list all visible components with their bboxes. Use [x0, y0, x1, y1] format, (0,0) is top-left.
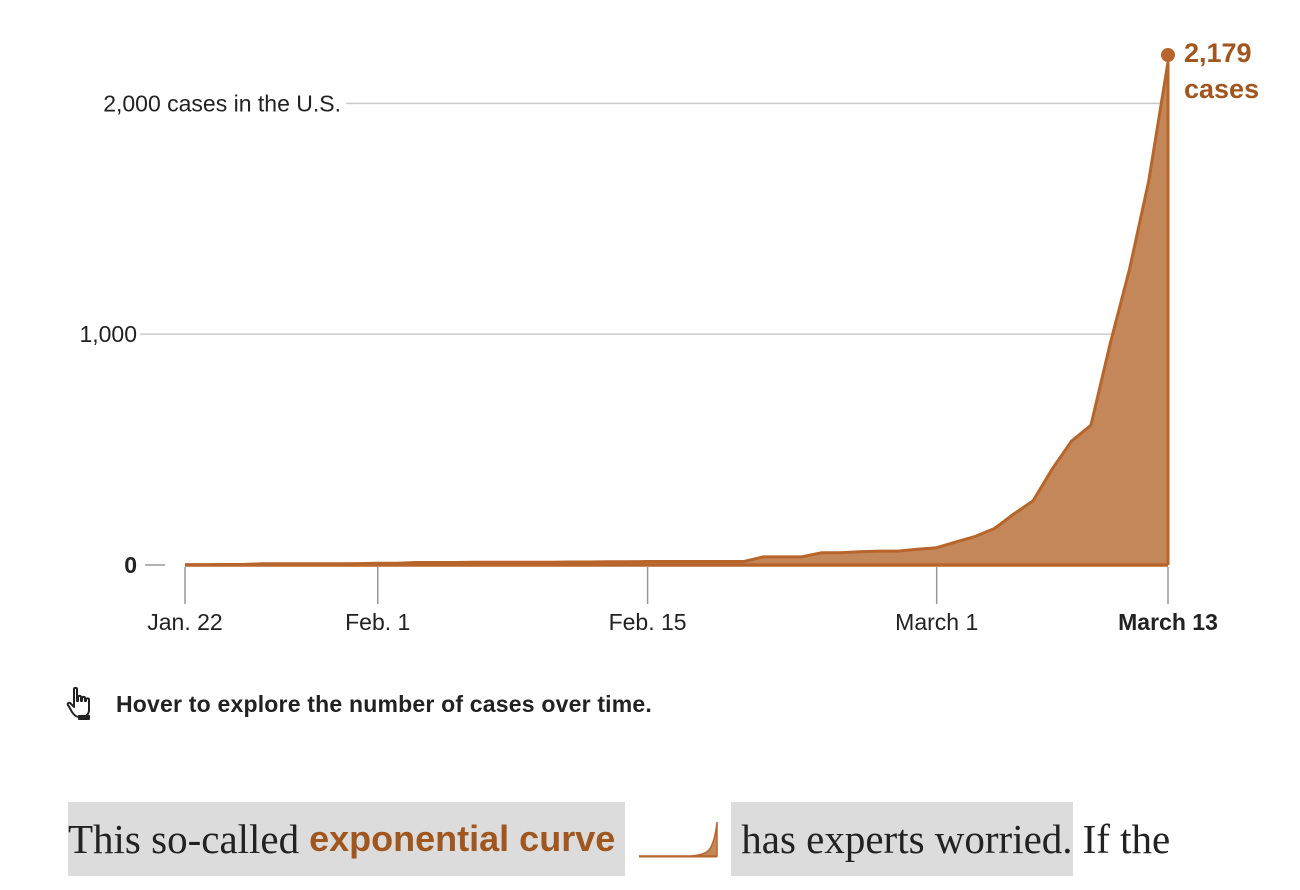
cases-line — [185, 61, 1170, 567]
y-tick-label: 1,000 — [79, 321, 137, 347]
x-axis: Jan. 22 Feb. 1 Feb. 15 March 1 March 13 — [147, 567, 1218, 635]
cases-chart[interactable]: Jan. 22 Feb. 1 Feb. 15 March 1 March 13 0 1,0… — [0, 0, 1300, 660]
end-annotation: 2,179 cases — [1161, 38, 1259, 104]
paragraph-text-after: has experts worried. — [741, 816, 1073, 862]
highlight-span-1: This so-called exponential curve — [68, 802, 626, 876]
x-tick-label: Feb. 1 — [345, 609, 410, 635]
exponential-curve-sparkline-icon — [639, 821, 718, 858]
x-tick-label: March 1 — [895, 609, 978, 635]
cases-area[interactable] — [185, 62, 1168, 565]
y-axis: 0 1,000 2,000 cases in the U.S. — [79, 90, 341, 578]
y-tick-label: 0 — [124, 552, 137, 578]
x-tick-label: March 13 — [1118, 609, 1218, 635]
y-tick-label: 2,000 cases in the U.S. — [103, 90, 341, 116]
end-unit-label: cases — [1184, 74, 1259, 104]
plot-area[interactable] — [185, 61, 1170, 567]
y-label-bg — [64, 89, 346, 118]
end-value-label: 2,179 — [1184, 38, 1252, 68]
end-point-marker — [1161, 48, 1175, 62]
paragraph-text-tail: If the — [1082, 816, 1171, 862]
article-paragraph: This so-called exponential curve has exp… — [68, 802, 1170, 876]
hover-hint: Hover to explore the number of cases ove… — [66, 684, 652, 724]
x-tick-label: Feb. 15 — [609, 609, 687, 635]
highlight-span-2: has experts worried. — [731, 802, 1073, 876]
hint-text: Hover to explore the number of cases ove… — [116, 690, 653, 717]
x-tick-label: Jan. 22 — [147, 609, 222, 635]
sparkline-slot — [625, 802, 731, 876]
exponential-curve-term[interactable]: exponential curve — [309, 818, 616, 859]
paragraph-tail: If the — [1073, 802, 1171, 876]
paragraph-text-before: This so-called — [68, 816, 300, 862]
pointing-hand-icon — [66, 686, 90, 720]
gridlines — [64, 89, 1168, 566]
